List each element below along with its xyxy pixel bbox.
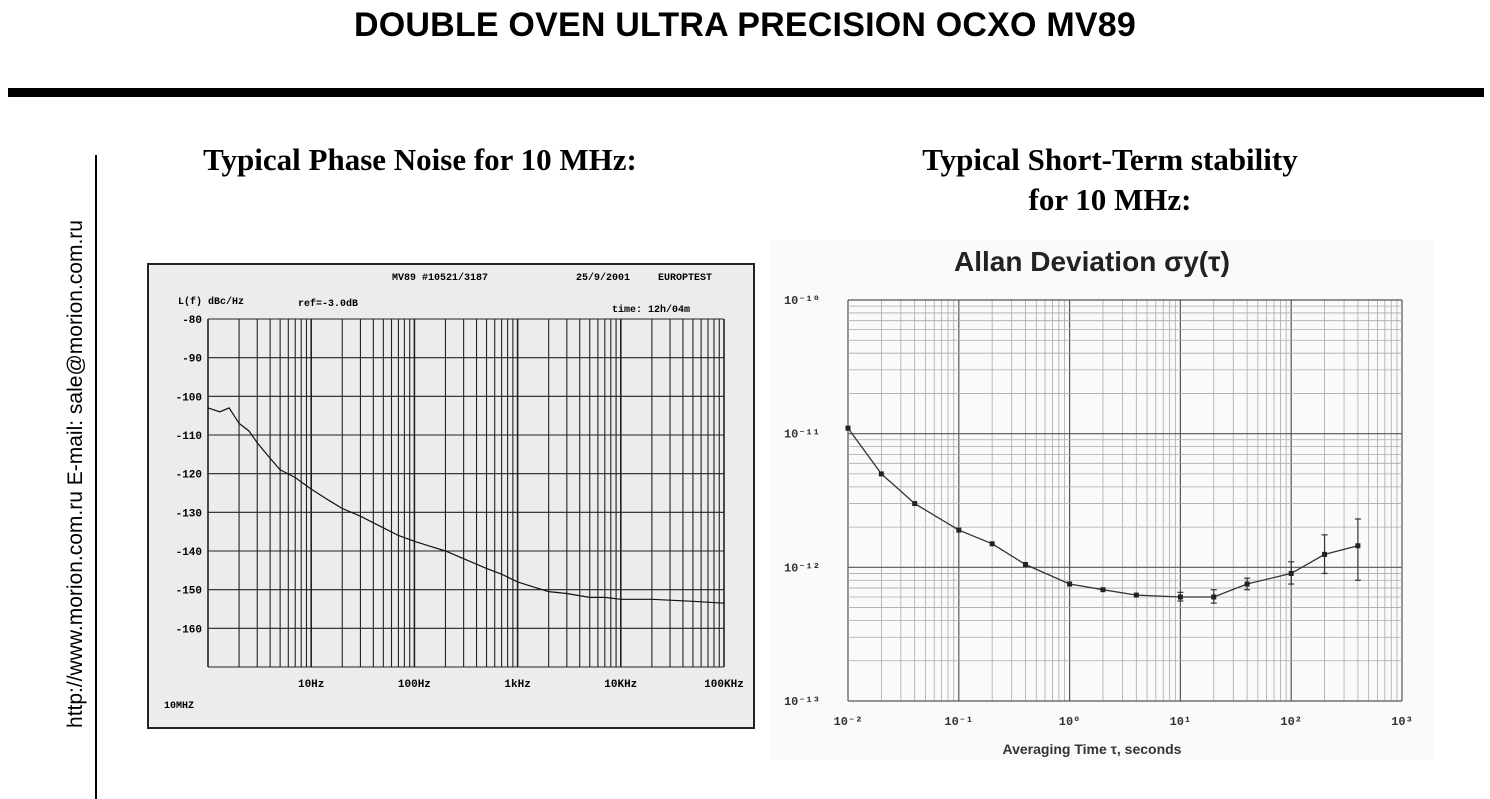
ad-data-point (1023, 562, 1029, 568)
phase-noise-heading: Typical Phase Noise for 10 MHz: (203, 142, 637, 177)
document-title: DOUBLE OVEN ULTRA PRECISION OCXO MV89 (354, 6, 1136, 44)
pn-ref-label: ref=-3.0dB (298, 298, 358, 310)
pn-y-tick-label: -100 (176, 392, 202, 404)
pn-y-tick-label: -90 (182, 354, 202, 366)
pn-y-tick-label: -140 (176, 547, 202, 559)
ad-data-point (845, 425, 851, 431)
pn-x-tick-label: 100Hz (398, 679, 431, 691)
ad-data-point (1355, 543, 1361, 549)
sidebar-divider (95, 155, 97, 799)
stability-heading-line1: Typical Short-Term stability (922, 142, 1298, 177)
ad-y-tick-label: 10⁻¹⁰ (784, 294, 820, 308)
phase-noise-frame (147, 263, 755, 729)
pn-y-tick-label: -130 (176, 508, 202, 520)
allan-title: Allan Deviation σy(τ) (954, 246, 1230, 277)
pn-x-tick-label: 100KHz (704, 679, 744, 691)
ad-data-point (912, 501, 918, 507)
pn-y-tick-label: -160 (176, 624, 202, 636)
ad-y-tick-label: 10⁻¹³ (784, 695, 820, 709)
allan-xlabel: Averaging Time τ, seconds (1003, 741, 1182, 757)
ad-x-tick-label: 10⁻¹ (944, 715, 973, 729)
ad-data-point (1322, 551, 1328, 557)
allan-deviation-chart: Allan Deviation σy(τ) 10⁻¹⁰ 10⁻¹¹ 10⁻¹² 10⁻… (770, 240, 1435, 760)
contact-sidebar-text: http://www.morion.com.ru E-mail: sale@mo… (64, 220, 87, 728)
phase-noise-plot: -80 -90 -100 -110 -120 -130 -140 -150 -160 10Hz 1… (147, 263, 755, 729)
pn-device-label: MV89 #10521/3187 (392, 272, 488, 284)
phase-noise-chart: -80 -90 -100 -110 -120 -130 -140 -150 -160 10Hz 1… (146, 262, 758, 732)
title-rule (8, 88, 1484, 97)
pn-carrier-label: 10MHZ (164, 701, 194, 712)
ad-y-tick-label: 10⁻¹² (784, 561, 820, 575)
pn-y-tick-label: -80 (182, 315, 202, 327)
allan-background (770, 240, 1435, 760)
pn-lab-label: EUROPTEST (658, 273, 712, 284)
ad-x-tick-label: 10³ (1391, 715, 1413, 729)
pn-x-tick-label: 10Hz (298, 679, 324, 691)
ad-data-point (1244, 581, 1250, 587)
ad-data-point (1211, 594, 1217, 600)
pn-ylabel: L(f) dBc/Hz (178, 296, 244, 308)
allan-deviation-plot: Allan Deviation σy(τ) 10⁻¹⁰ 10⁻¹¹ 10⁻¹² 10⁻… (770, 240, 1435, 760)
stability-heading-line2: for 10 MHz: (1028, 182, 1192, 217)
pn-y-tick-label: -110 (176, 431, 202, 443)
ad-x-tick-label: 10⁻² (834, 715, 863, 729)
pn-y-tick-label: -120 (176, 470, 202, 482)
ad-data-point (1133, 592, 1139, 598)
pn-time-label: time: 12h/04m (612, 304, 690, 316)
pn-x-tick-label: 1kHz (504, 679, 530, 691)
ad-x-tick-label: 10⁰ (1059, 715, 1081, 729)
phase-noise-series-line (207, 407, 725, 604)
ad-data-point (1288, 570, 1294, 576)
ad-x-tick-label: 10¹ (1170, 715, 1192, 729)
pn-date-label: 25/9/2001 (576, 272, 630, 284)
ad-x-tick-label: 10² (1280, 715, 1302, 729)
ad-y-tick-label: 10⁻¹¹ (784, 428, 820, 442)
pn-x-tick-label: 10KHz (604, 679, 637, 691)
ad-data-point (1067, 581, 1073, 587)
ad-data-point (956, 527, 962, 533)
ad-data-point (878, 471, 884, 477)
pn-y-tick-label: -150 (176, 586, 202, 598)
ad-data-point (1177, 594, 1183, 600)
ad-data-point (989, 541, 995, 547)
ad-data-point (1100, 587, 1106, 593)
stability-heading: Typical Short-Term stability for 10 MHz: (840, 140, 1380, 220)
